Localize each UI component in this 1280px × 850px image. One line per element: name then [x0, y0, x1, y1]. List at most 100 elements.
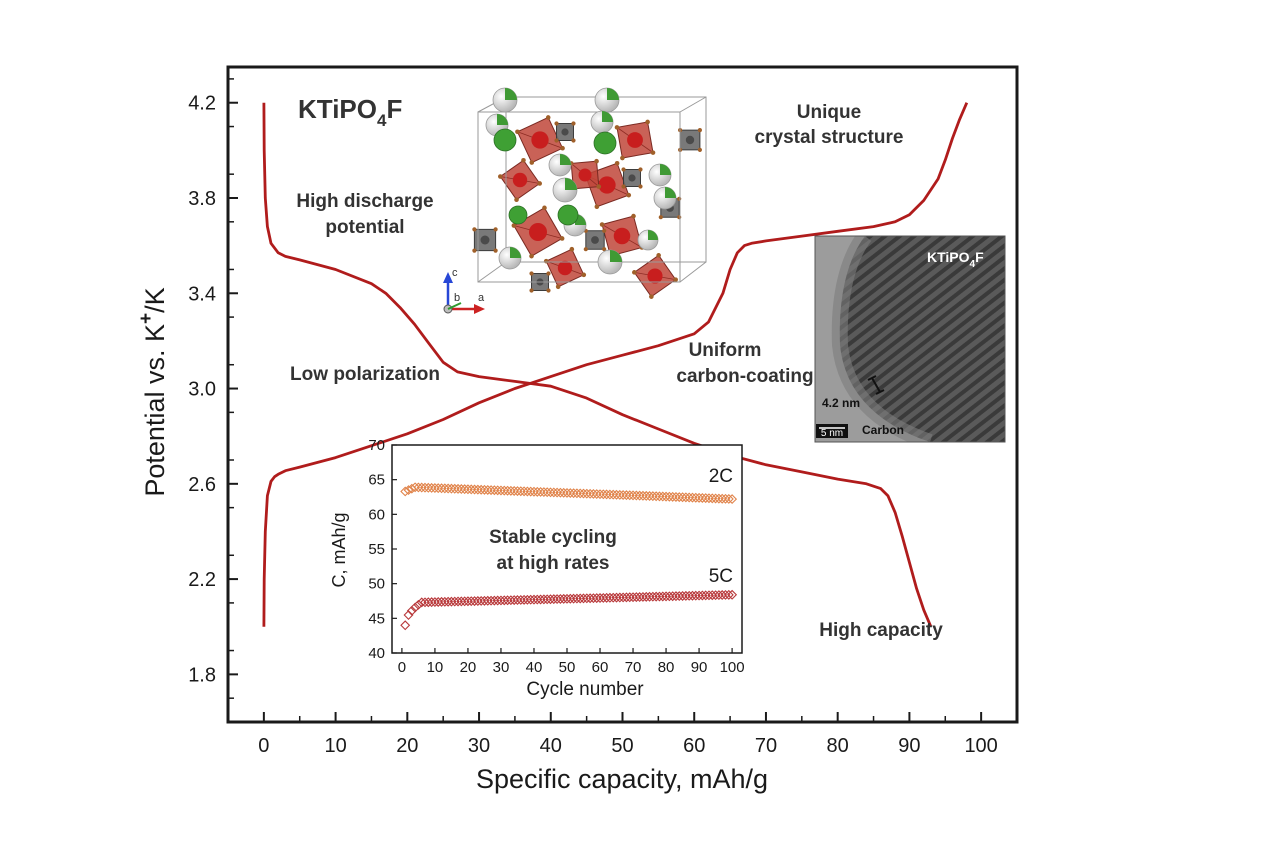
marker-5c: [406, 605, 417, 616]
marker-2c: [657, 491, 668, 502]
marker-2c: [651, 491, 662, 502]
oxygen-atom: [554, 138, 559, 143]
marker-5c: [410, 602, 421, 613]
oxygen-atom: [594, 158, 599, 164]
marker-5c: [608, 592, 619, 603]
oxygen-atom: [515, 129, 520, 135]
oxygen-atom: [554, 121, 559, 126]
marker-2c: [505, 485, 516, 496]
marker-5c: [687, 590, 698, 601]
marker-2c: [479, 484, 490, 495]
oxygen-atom: [632, 270, 637, 275]
inset-x-tick-label: 20: [460, 659, 477, 676]
marker-2c: [674, 492, 685, 503]
marker-2c: [456, 484, 467, 494]
oxygen-atom: [645, 119, 650, 125]
marker-2c: [601, 489, 612, 500]
main-y-tick-label: 3.4: [188, 283, 216, 305]
marker-2c: [532, 486, 543, 497]
marker-2c: [581, 488, 592, 499]
marker-5c: [657, 591, 668, 602]
p-atom: [561, 128, 569, 136]
main-x-tick-label: 60: [683, 735, 705, 757]
oxygen-atom: [697, 128, 702, 133]
ti-atom: [578, 168, 592, 182]
inset-x-ticks: 0 10 20 30 40 50 60 70 80 90 100: [398, 648, 745, 676]
annotations: KTiPO4F High discharge potential Unique …: [290, 94, 943, 641]
marker-2c: [416, 482, 427, 493]
main-y-tick-label: 1.8: [188, 664, 216, 686]
oxygen-atom: [614, 160, 620, 166]
crystal-polyhedra: [472, 115, 702, 299]
marker-5c: [538, 594, 549, 605]
oxygen-atom: [673, 277, 678, 282]
oxygen-atom: [546, 271, 551, 276]
k-site-occupancy: [510, 247, 521, 258]
oxygen-atom: [498, 174, 503, 179]
marker-2c: [472, 484, 483, 495]
marker-2c: [529, 486, 539, 497]
inset-x-tick-label: 60: [592, 659, 609, 676]
oxygen-atom: [602, 247, 607, 252]
marker-5c: [690, 590, 701, 601]
marker-2c: [618, 490, 629, 501]
marker-2c: [628, 490, 639, 501]
f-atom: [593, 131, 617, 155]
marker-5c: [489, 595, 500, 606]
marker-5c: [486, 595, 497, 606]
oxygen-atom: [529, 160, 535, 165]
annotation-stable-1: Stable cycling: [489, 527, 617, 548]
main-x-tick-label: 100: [964, 735, 997, 757]
marker-2c: [439, 483, 450, 494]
marker-5c: [677, 590, 688, 601]
oxygen-atom: [626, 192, 632, 198]
oxygen-atom: [543, 258, 549, 264]
marker-2c: [585, 488, 596, 499]
marker-5c: [479, 595, 490, 606]
crystal-structure-image: c b a: [443, 87, 707, 314]
marker-2c: [403, 485, 414, 496]
marker-2c: [423, 482, 434, 493]
k-site-occupancy: [665, 187, 676, 198]
marker-2c: [694, 492, 705, 503]
oxygen-atom: [555, 284, 561, 290]
marker-5c: [535, 594, 546, 605]
k-site-occupancy: [560, 154, 571, 165]
inset-plot-frame: [391, 444, 743, 654]
marker-2c: [690, 492, 701, 503]
marker-2c: [565, 488, 576, 499]
k-site-occupancy: [565, 178, 577, 190]
marker-5c: [532, 594, 543, 605]
k-site-occupancy: [602, 111, 613, 122]
oxygen-atom: [542, 205, 547, 211]
marker-2c: [535, 486, 546, 497]
marker-2c: [687, 492, 698, 503]
marker-5c: [562, 593, 572, 604]
marker-2c: [436, 483, 447, 494]
main-y-tick-label: 2.6: [188, 474, 216, 496]
marker-2c: [512, 486, 523, 497]
marker-2c: [449, 483, 460, 494]
main-x-tick-label: 50: [611, 735, 633, 757]
axis-c-label: c: [452, 267, 458, 279]
main-x-ticks: 0 10 20 30 40 50 60 70 80 90 100: [258, 712, 998, 757]
marker-2c: [486, 485, 497, 496]
inset-y-tick-label: 40: [368, 645, 385, 662]
oxygen-atom: [571, 138, 576, 143]
marker-5c: [585, 593, 596, 604]
marker-2c: [429, 483, 440, 494]
marker-2c: [700, 493, 711, 504]
marker-2c: [677, 492, 688, 503]
k-site-occupancy: [607, 88, 619, 100]
tem-thickness-label: 4.2 nm: [822, 396, 860, 410]
marker-5c: [631, 592, 642, 603]
marker-5c: [436, 596, 447, 607]
oxygen-atom: [529, 271, 534, 276]
oxygen-atom: [472, 227, 477, 232]
oxygen-atom: [677, 196, 682, 201]
oxygen-atom: [583, 247, 588, 252]
marker-5c: [664, 591, 675, 602]
main-y-axis-label: Potential vs. K+/K: [136, 287, 170, 496]
marker-5c: [697, 590, 708, 601]
